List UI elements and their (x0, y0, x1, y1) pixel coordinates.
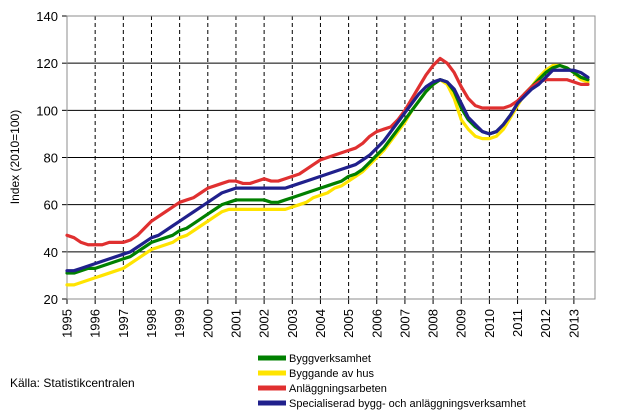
source-note: Källa: Statistikcentralen (10, 376, 135, 390)
x-tick-label: 2008 (426, 309, 441, 338)
x-tick-label: 1996 (88, 309, 103, 338)
legend-label: Specialiserad bygg- och anläggningsverks… (289, 398, 526, 410)
x-tick-label: 1998 (144, 309, 159, 338)
x-tick-label: 2007 (397, 309, 412, 338)
y-axis-label: Index (2010=100) (8, 110, 22, 204)
x-tick-label: 1999 (172, 309, 187, 338)
y-tick-label: 80 (44, 151, 58, 166)
series-line (65, 63, 590, 287)
series-lines-group (65, 56, 590, 287)
x-tick-label: 2004 (313, 309, 328, 338)
tickmarks-group (62, 15, 575, 304)
series-line (65, 56, 590, 247)
x-tick-label: 2001 (228, 309, 243, 338)
y-axis-tick-labels: 20 40 60 80 100 120 140 (36, 9, 58, 307)
y-tick-label: 120 (36, 56, 58, 71)
y-tick-label: 40 (44, 245, 58, 260)
legend-label: Byggande av hus (289, 368, 375, 380)
x-tick-label: 2003 (285, 309, 300, 338)
y-tick-label: 60 (44, 198, 58, 213)
series-line (65, 68, 590, 273)
x-tick-label: 2000 (200, 309, 215, 338)
x-tick-label: 1995 (60, 309, 75, 338)
legend-label: Byggverksamhet (289, 353, 371, 365)
y-tick-label: 100 (36, 103, 58, 118)
x-tick-label: 2011 (510, 309, 525, 337)
x-tick-label: 2013 (566, 309, 581, 338)
x-tick-label: 2009 (454, 309, 469, 338)
x-tick-label: 2012 (538, 309, 553, 338)
plot-frame (66, 15, 596, 300)
legend-label: Anläggningsarbeten (289, 383, 387, 395)
x-axis-tick-labels: 1995 1996 1997 1998 1999 2000 2001 2002 2003 2004… (60, 309, 582, 338)
x-tick-label: 2002 (257, 309, 272, 338)
x-tick-label: 2005 (341, 309, 356, 338)
y-tick-label: 140 (36, 9, 58, 24)
x-tick-label: 1997 (116, 309, 131, 338)
y-tick-label: 20 (44, 292, 58, 307)
x-tick-label: 2010 (482, 309, 497, 338)
x-tick-label: 2006 (369, 309, 384, 338)
legend: Byggverksamhet Byggande av hus Anläggnings… (258, 353, 526, 410)
